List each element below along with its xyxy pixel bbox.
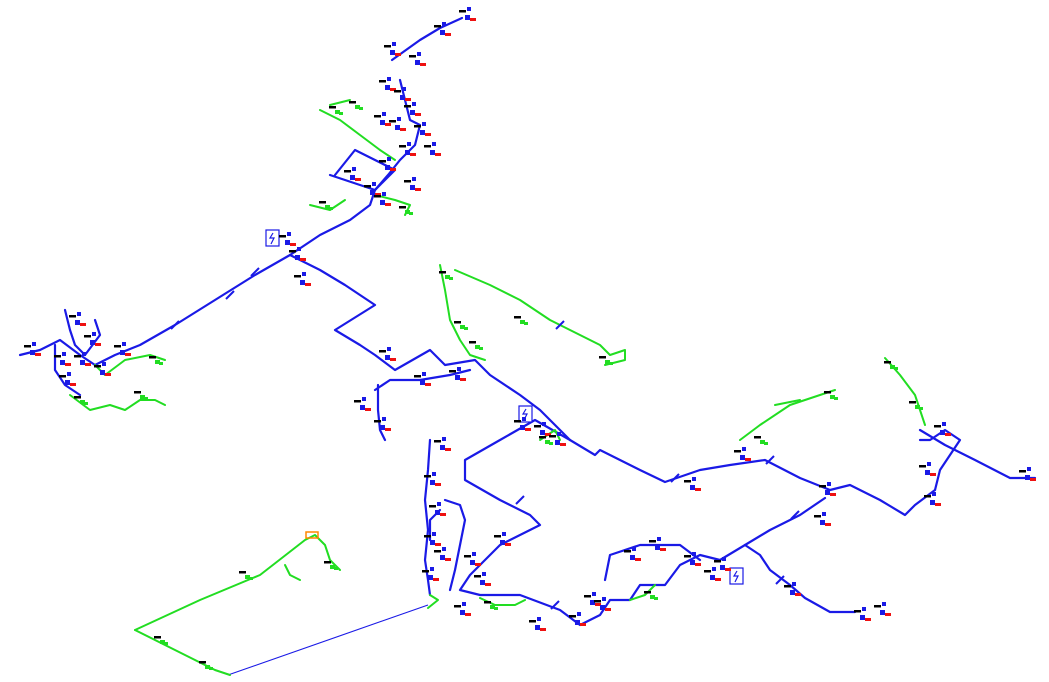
fixture-symbol [429, 502, 446, 516]
branch-fixture-symbol [199, 661, 213, 670]
fixture-symbol [934, 422, 951, 436]
branch-fixture-symbol [149, 356, 163, 365]
fixture-symbol [874, 602, 891, 616]
electric-panel-icon [265, 229, 280, 247]
fixture-symbol [389, 117, 406, 131]
branch-fixture-symbol [909, 401, 923, 410]
fixture-symbol [684, 477, 701, 491]
branch-fixture-symbol [349, 101, 363, 110]
main-supply-line [18, 16, 1037, 676]
fixture-symbol [54, 352, 71, 366]
valve-box [305, 531, 319, 539]
fixture-symbol [294, 272, 311, 286]
fixture-symbol [74, 352, 91, 366]
fixture-symbol [454, 602, 471, 616]
fixture-symbol [379, 77, 396, 91]
branch-fixture-symbol [329, 106, 343, 115]
fixture-symbol [814, 512, 831, 526]
fixture-symbol [529, 617, 546, 631]
pipe-break-marks [170, 267, 800, 610]
fixture-symbol [924, 492, 941, 506]
fixture-symbol [534, 422, 551, 436]
fixture-symbol [279, 232, 296, 246]
branch-fixture-symbol [644, 591, 658, 600]
electric-panel-icon [729, 567, 744, 585]
fixture-symbol [474, 572, 491, 586]
branch-fixture-symbol [824, 391, 838, 400]
fixture-symbol [464, 552, 481, 566]
branch-fixture-symbol [454, 321, 468, 330]
branch-fixture-symbol [754, 436, 768, 445]
branch-fixture-symbol [399, 206, 413, 215]
fixture-symbol [854, 607, 871, 621]
fixture-symbol [69, 312, 86, 326]
branch-lines [69, 99, 926, 676]
fixture-symbol [734, 447, 751, 461]
branch-fixture-symbol [134, 391, 148, 400]
fixture-symbol [374, 112, 391, 126]
fixture-symbol [344, 167, 361, 181]
fixture-symbol [384, 42, 401, 56]
fixture-symbol [584, 592, 601, 606]
fixture-symbol [784, 582, 801, 596]
fixture-symbol [422, 567, 439, 581]
fixture-symbol [374, 417, 391, 431]
fixture-symbol [409, 52, 426, 66]
branch-fixture-symbol [469, 341, 483, 350]
fixture-symbol [84, 332, 101, 346]
branch-fixture-symbol [514, 316, 528, 325]
fixture-symbol [919, 462, 936, 476]
fixture-symbol [494, 532, 511, 546]
fixture-symbol [704, 567, 721, 581]
branch-fixture-symbol [239, 571, 253, 580]
fixture-symbol [424, 142, 441, 156]
fixture-symbol [399, 142, 416, 156]
fixture-symbol [354, 397, 371, 411]
branch-fixture-symbol [884, 361, 898, 370]
fixture-symbol [434, 437, 451, 451]
fixture-symbol [434, 547, 451, 561]
fixture-clusters [24, 7, 1036, 631]
branch-fixture-symbol [599, 356, 613, 365]
fixture-symbol [404, 177, 421, 191]
